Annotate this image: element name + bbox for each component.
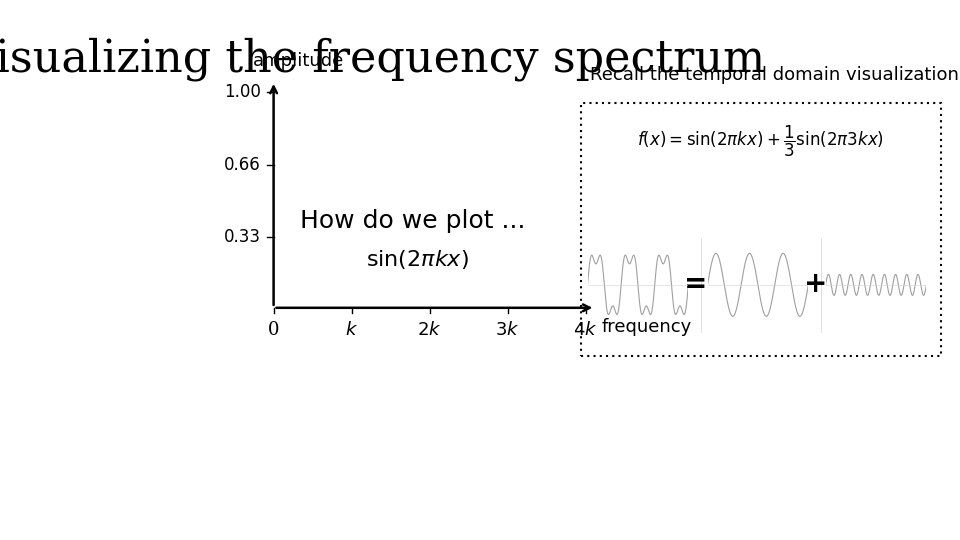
Text: $k$: $k$ — [345, 321, 358, 339]
Text: amplitude: amplitude — [252, 52, 344, 70]
Text: 0: 0 — [268, 321, 279, 339]
Text: $\sin(2\pi kx)$: $\sin(2\pi kx)$ — [366, 248, 469, 271]
Text: 1.00: 1.00 — [225, 83, 261, 101]
Text: How do we plot ...: How do we plot ... — [300, 210, 525, 233]
Text: 0.66: 0.66 — [225, 156, 261, 174]
Text: frequency: frequency — [602, 318, 692, 335]
Text: Visualizing the frequency spectrum: Visualizing the frequency spectrum — [0, 38, 765, 82]
Text: $4k$: $4k$ — [573, 321, 598, 339]
FancyBboxPatch shape — [581, 103, 941, 356]
Text: 0.33: 0.33 — [224, 227, 261, 246]
Text: $f(x) = \sin(2\pi kx) + \dfrac{1}{3}\sin(2\pi 3kx)$: $f(x) = \sin(2\pi kx) + \dfrac{1}{3}\sin… — [637, 124, 884, 159]
Text: Recall the temporal domain visualization: Recall the temporal domain visualization — [590, 66, 959, 84]
Text: $3k$: $3k$ — [495, 321, 519, 339]
Text: =: = — [684, 269, 708, 298]
Text: +: + — [804, 269, 828, 298]
Text: $2k$: $2k$ — [418, 321, 442, 339]
